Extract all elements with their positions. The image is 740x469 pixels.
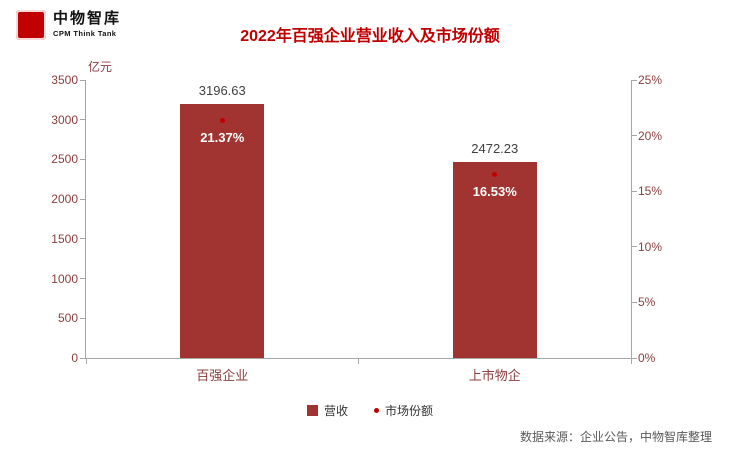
right-axis-tick-mark	[632, 190, 637, 192]
left-axis-tick-label: 3500	[51, 73, 78, 87]
right-axis-tick-label: 10%	[638, 239, 663, 254]
right-axis-tick-mark	[632, 135, 637, 137]
left-axis-tick-mark	[80, 317, 85, 319]
legend: 营收 市场份额	[0, 402, 740, 419]
market-share-marker-dot	[492, 171, 498, 177]
right-axis-tick-mark	[632, 246, 637, 248]
right-axis-tick-label: 0%	[638, 351, 656, 365]
right-axis-tick-mark	[632, 301, 637, 303]
left-axis-tick-label: 2500	[51, 152, 78, 167]
left-axis-tick-mark	[80, 79, 85, 81]
brand-name-cn: 中物智库	[53, 11, 122, 28]
cpm-seal-icon: 中	[16, 10, 46, 40]
left-axis-tick-label: 3000	[51, 112, 78, 127]
right-axis-tick-label: 15%	[638, 184, 663, 199]
right-axis-tick-mark	[632, 79, 637, 81]
right-axis-tick-label: 25%	[638, 73, 663, 87]
left-axis-tick-label: 1000	[51, 271, 78, 286]
bottom-axis-tick-mark	[358, 359, 359, 364]
left-axis-tick-label: 0	[71, 351, 78, 365]
left-axis-tick-label: 2000	[51, 192, 78, 207]
right-axis-tick-label: 20%	[638, 128, 663, 143]
left-axis-tick-mark	[80, 119, 85, 121]
market-share-value-label: 21.37%	[200, 130, 245, 146]
left-axis-tick-mark	[80, 238, 85, 240]
market-share-value-label: 16.53%	[472, 184, 517, 200]
revenue-value-label: 2472.23	[471, 140, 519, 156]
plot-area: 3196.63 21.37% 百强企业 2472.23 16.53% 上市物企	[80, 79, 637, 383]
chart-title: 2022年百强企业营业收入及市场份额	[240, 28, 500, 45]
right-axis-tick-mark	[632, 357, 637, 359]
legend-item-revenue: 营收	[306, 402, 348, 419]
revenue-legend-swatch-icon	[306, 405, 318, 416]
left-axis-tick-label: 500	[57, 311, 78, 326]
brand-name-en: CPM Think Tank	[53, 28, 117, 38]
left-axis-tick-mark	[80, 278, 85, 280]
left-axis-tick-mark	[80, 198, 85, 200]
revenue-value-label: 3196.63	[198, 83, 246, 99]
legend-label-revenue: 营收	[323, 404, 348, 418]
market-share-marker-dot	[219, 117, 225, 123]
data-source-note: 数据来源：企业公告，中物智库整理	[519, 430, 712, 444]
category-label: 上市物企	[468, 368, 521, 383]
market-share-legend-dot-icon	[374, 408, 379, 413]
logo-text: 中物智库 CPM Think Tank	[53, 11, 122, 38]
left-axis-tick-mark	[80, 357, 85, 359]
legend-item-market-share: 市场份额	[374, 402, 433, 419]
revenue-bar	[452, 161, 537, 358]
revenue-bar	[180, 104, 265, 358]
bottom-axis-tick-mark	[630, 359, 632, 364]
left-axis-labels: 0 500 1000 1500 2000 2500 3000 3500	[0, 73, 78, 365]
right-axis-tick-label: 5%	[638, 295, 656, 310]
left-axis-tick-mark	[80, 158, 85, 160]
right-axis-labels: 0% 5% 10% 15% 20% 25%	[638, 73, 698, 365]
left-axis-tick-label: 1500	[51, 231, 78, 246]
cpm-logo: 中 中物智库 CPM Think Tank	[16, 10, 121, 40]
bottom-axis-tick-mark	[85, 359, 87, 364]
left-axis-unit-label: 亿元	[88, 60, 113, 74]
legend-label-market-share: 市场份额	[385, 404, 434, 418]
category-label: 百强企业	[196, 368, 249, 383]
